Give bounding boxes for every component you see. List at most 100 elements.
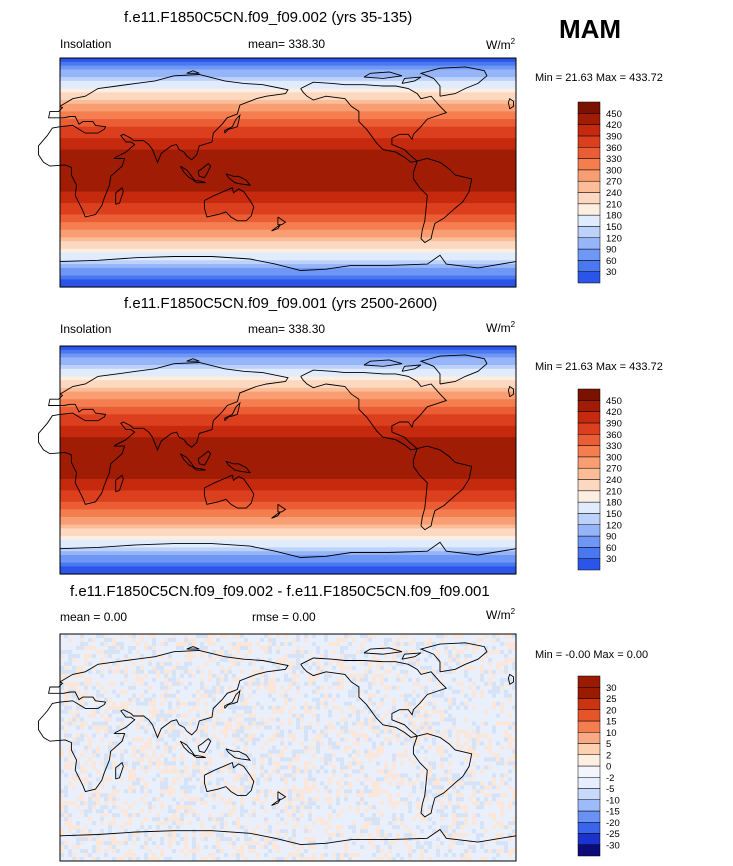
diff-noise-cell (304, 725, 308, 730)
diff-noise-cell (196, 765, 200, 770)
diff-noise-cell (472, 781, 476, 786)
diff-noise-cell (376, 785, 380, 790)
diff-noise-cell (80, 857, 84, 861)
diff-noise-cell (232, 777, 236, 782)
diff-noise-cell (108, 669, 112, 674)
diff-noise-cell (148, 701, 152, 706)
diff-noise-cell (480, 845, 484, 850)
diff-noise-cell (200, 773, 204, 778)
diff-noise-cell (408, 693, 412, 698)
diff-noise-cell (500, 761, 504, 766)
diff-noise-cell (376, 829, 380, 834)
diff-noise-cell (64, 634, 68, 638)
diff-noise-cell (452, 841, 456, 846)
diff-noise-cell (264, 817, 268, 822)
diff-noise-cell (324, 729, 328, 734)
diff-noise-cell (448, 769, 452, 774)
diff-noise-cell (160, 693, 164, 698)
diff-noise-cell (184, 801, 188, 806)
diff-noise-cell (320, 781, 324, 786)
diff-noise-cell (408, 641, 412, 646)
diff-noise-cell (124, 657, 128, 662)
diff-noise-cell (324, 661, 328, 666)
diff-noise-cell (220, 677, 224, 682)
diff-noise-cell (240, 785, 244, 790)
diff-noise-cell (220, 689, 224, 694)
diff-noise-cell (156, 713, 160, 718)
diff-noise-cell (308, 725, 312, 730)
diff-noise-cell (400, 634, 404, 638)
diff-noise-cell (292, 837, 296, 842)
diff-noise-cell (448, 657, 452, 662)
diff-noise-cell (476, 801, 480, 806)
diff-noise-cell (152, 777, 156, 782)
diff-noise-cell (112, 709, 116, 714)
diff-noise-cell (480, 665, 484, 670)
diff-noise-cell (204, 793, 208, 798)
diff-noise-cell (460, 634, 464, 638)
diff-noise-cell (184, 805, 188, 810)
diff-noise-cell (176, 697, 180, 702)
diff-noise-cell (124, 853, 128, 858)
diff-noise-cell (120, 717, 124, 722)
diff-noise-cell (304, 837, 308, 842)
diff-noise-cell (448, 669, 452, 674)
diff-noise-cell (460, 641, 464, 646)
diff-noise-cell (348, 805, 352, 810)
diff-noise-cell (112, 801, 116, 806)
diff-noise-cell (360, 797, 364, 802)
diff-noise-cell (372, 681, 376, 686)
diff-noise-cell (200, 677, 204, 682)
diff-noise-cell (452, 697, 456, 702)
diff-noise-cell (120, 809, 124, 814)
diff-noise-cell (444, 709, 448, 714)
diff-noise-cell (292, 637, 296, 642)
diff-noise-cell (192, 701, 196, 706)
diff-noise-cell (388, 841, 392, 846)
diff-noise-cell (288, 773, 292, 778)
diff-noise-cell (284, 657, 288, 662)
diff-noise-cell (300, 853, 304, 858)
diff-noise-cell (264, 809, 268, 814)
diff-noise-cell (356, 709, 360, 714)
diff-noise-cell (328, 713, 332, 718)
diff-noise-cell (308, 681, 312, 686)
diff-noise-cell (360, 673, 364, 678)
diff-noise-cell (268, 681, 272, 686)
diff-noise-cell (128, 789, 132, 794)
diff-noise-cell (76, 689, 80, 694)
colorbar-tick-label: 270 (606, 177, 622, 188)
diff-noise-cell (272, 733, 276, 738)
diff-noise-cell (360, 765, 364, 770)
diff-noise-cell (228, 801, 232, 806)
diff-noise-cell (424, 713, 428, 718)
diff-noise-cell (268, 657, 272, 662)
diff-noise-cell (292, 757, 296, 762)
diff-noise-cell (96, 725, 100, 730)
diff-noise-cell (80, 705, 84, 710)
diff-noise-cell (184, 665, 188, 670)
diff-noise-cell (244, 709, 248, 714)
diff-noise-cell (176, 817, 180, 822)
diff-noise-cell (440, 813, 444, 818)
diff-noise-cell (272, 637, 276, 642)
coastline (412, 158, 473, 244)
diff-noise-cell (436, 793, 440, 798)
diff-noise-cell (368, 665, 372, 670)
diff-noise-cell (340, 681, 344, 686)
diff-noise-cell (512, 793, 516, 798)
diff-noise-cell (328, 789, 332, 794)
diff-noise-cell (208, 737, 212, 742)
diff-noise-cell (384, 841, 388, 846)
diff-noise-cell (240, 761, 244, 766)
diff-noise-cell (276, 805, 280, 810)
diff-noise-cell (68, 749, 72, 754)
diff-noise-cell (64, 733, 68, 738)
diff-noise-cell (272, 685, 276, 690)
diff-noise-cell (464, 849, 468, 854)
diff-noise-cell (280, 733, 284, 738)
diff-noise-cell (116, 649, 120, 654)
diff-noise-cell (192, 773, 196, 778)
diff-noise-cell (376, 825, 380, 830)
coastline (507, 97, 514, 110)
